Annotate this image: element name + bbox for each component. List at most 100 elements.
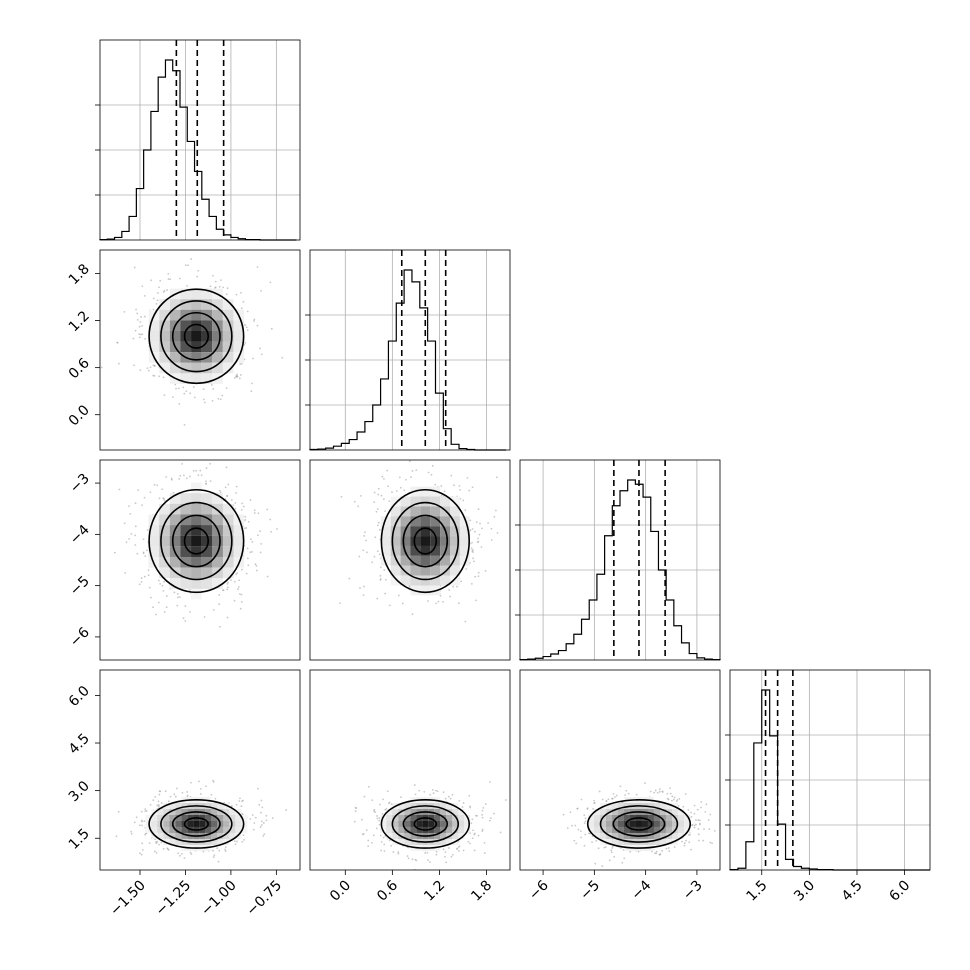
sample-point (158, 497, 161, 500)
sample-point (359, 494, 362, 497)
density-cell (659, 820, 666, 827)
sample-point (152, 297, 155, 300)
density-cell (459, 536, 470, 546)
sample-point (246, 557, 249, 560)
histogram-2 (519, 479, 721, 661)
sample-point (672, 798, 675, 801)
sample-point (413, 784, 416, 786)
sample-point (442, 791, 445, 794)
density-cell (217, 826, 224, 833)
sample-point (253, 320, 255, 322)
density-cell (623, 808, 630, 815)
sample-point (234, 507, 237, 510)
density-cell (390, 545, 401, 556)
sample-point (460, 580, 463, 583)
density-cell (157, 814, 164, 821)
sample-point (380, 840, 383, 843)
sample-point (262, 822, 265, 824)
density-cell (159, 535, 170, 547)
sample-point (709, 841, 712, 844)
sample-point (153, 483, 156, 486)
sample-point (239, 607, 242, 610)
sample-point (571, 824, 573, 827)
density-cell (617, 826, 624, 833)
sample-point (619, 785, 622, 788)
sample-point (387, 485, 390, 488)
density-cell (430, 536, 441, 546)
sample-point (250, 538, 252, 541)
sample-point (496, 532, 499, 534)
panel-frame (309, 249, 511, 451)
sample-point (137, 489, 140, 492)
sample-point (165, 606, 168, 609)
density-cell (191, 588, 202, 600)
density-cell (191, 535, 202, 547)
density-cell (241, 814, 248, 821)
density-cell (169, 578, 181, 589)
sample-point (186, 794, 189, 797)
density-cell (212, 330, 223, 342)
sample-point (141, 504, 143, 507)
sample-point (713, 829, 716, 832)
density-cell (617, 838, 624, 845)
density-cell (587, 814, 594, 821)
sample-point (481, 830, 484, 832)
sample-point (142, 873, 144, 875)
density-cell (450, 545, 460, 556)
density-cell (380, 526, 391, 537)
sample-point (440, 494, 443, 497)
sample-point (474, 599, 477, 602)
density-cell (434, 838, 441, 845)
density-cell (410, 545, 421, 556)
sample-point (139, 852, 141, 855)
sample-point (669, 792, 672, 795)
sample-point (143, 820, 146, 823)
density-cell (410, 826, 417, 833)
sample-point (154, 795, 157, 798)
sample-point (659, 853, 662, 855)
sample-point (591, 841, 593, 844)
sample-point (388, 839, 391, 842)
sample-point (611, 797, 613, 800)
density-cell (410, 802, 417, 809)
sample-point (569, 811, 572, 814)
panel-content (113, 462, 278, 628)
sample-point (484, 803, 487, 805)
density-cell (659, 814, 666, 821)
density-cell (677, 832, 684, 839)
panel-frame (519, 459, 721, 661)
density-cell (222, 525, 234, 536)
density-cell (440, 838, 447, 845)
density-cell (420, 565, 431, 576)
sample-point (684, 793, 687, 795)
sample-point (144, 808, 147, 811)
density-cell (191, 525, 202, 536)
density-cell (653, 820, 660, 827)
sample-point (379, 574, 382, 577)
sample-point (138, 325, 141, 328)
density-cell (410, 808, 417, 815)
sample-point (583, 822, 586, 825)
density-cell (148, 341, 160, 353)
sample-point (584, 820, 587, 823)
sample-point (177, 387, 180, 390)
sample-point (667, 847, 670, 849)
sample-point (241, 568, 243, 571)
density-cell (380, 555, 391, 566)
density-cell (404, 832, 411, 839)
sample-point (410, 476, 412, 479)
sample-point (257, 787, 259, 790)
sample-point (240, 508, 243, 511)
sample-point (372, 834, 375, 837)
sample-point (384, 592, 387, 595)
density-cell (430, 565, 441, 576)
sample-point (199, 793, 202, 795)
sample-point (178, 596, 181, 598)
sample-point (681, 840, 683, 843)
sample-point (162, 376, 165, 379)
sample-point (129, 513, 132, 515)
sample-point (218, 285, 221, 288)
sample-point (222, 286, 225, 289)
density-cell (420, 585, 431, 596)
density-cell (671, 820, 678, 827)
